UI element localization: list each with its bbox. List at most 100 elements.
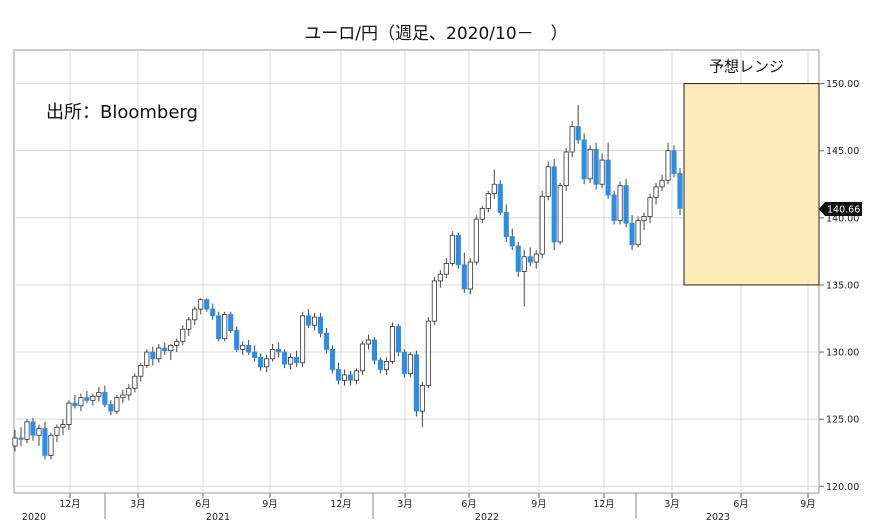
candle-body bbox=[401, 351, 407, 374]
candle-body bbox=[431, 280, 437, 322]
candle bbox=[557, 182, 563, 245]
candle-body bbox=[120, 394, 126, 399]
candle bbox=[210, 303, 216, 320]
candle-body bbox=[329, 348, 336, 370]
candle bbox=[377, 357, 384, 374]
x-year-label: 2021 bbox=[206, 512, 230, 523]
candle-body bbox=[605, 159, 611, 196]
last-price-marker: 140.66 bbox=[819, 201, 862, 216]
candle bbox=[12, 429, 18, 452]
candle bbox=[264, 354, 270, 373]
candle-body bbox=[90, 395, 96, 401]
candle bbox=[593, 142, 599, 190]
candle bbox=[653, 182, 659, 205]
x-year-label: 2020 bbox=[22, 512, 46, 523]
candle bbox=[503, 204, 509, 242]
y-tick-label: 145.00 bbox=[826, 146, 859, 157]
candle bbox=[216, 311, 222, 342]
candle bbox=[102, 385, 108, 408]
candle-body bbox=[246, 344, 252, 353]
candle-body bbox=[593, 148, 599, 185]
candle bbox=[317, 313, 324, 338]
candle bbox=[335, 362, 342, 385]
candle bbox=[389, 322, 395, 365]
candle bbox=[48, 432, 54, 460]
candle bbox=[323, 327, 330, 354]
candle bbox=[677, 168, 683, 216]
candle-body bbox=[473, 218, 479, 263]
x-tick-label: 6月 bbox=[461, 499, 477, 510]
candle bbox=[569, 121, 575, 158]
candle-body bbox=[347, 374, 354, 381]
candle bbox=[545, 161, 551, 201]
candle bbox=[647, 193, 653, 224]
y-tick-label: 130.00 bbox=[826, 348, 859, 359]
candle bbox=[306, 309, 312, 328]
candle bbox=[455, 232, 461, 269]
candle bbox=[192, 306, 198, 326]
candle-body bbox=[419, 385, 425, 412]
candle bbox=[341, 369, 348, 386]
candle bbox=[246, 339, 252, 355]
candle-body bbox=[30, 421, 36, 436]
candle-body bbox=[186, 319, 192, 330]
candle bbox=[491, 169, 497, 200]
candle-body bbox=[353, 370, 360, 381]
candle-body bbox=[228, 314, 234, 331]
candle-body bbox=[156, 347, 162, 360]
candle bbox=[288, 353, 294, 370]
candle-body bbox=[539, 195, 545, 255]
candle bbox=[467, 258, 473, 295]
candle-body bbox=[48, 434, 54, 456]
candle bbox=[72, 395, 78, 409]
candle bbox=[635, 216, 641, 248]
x-tick-label: 6月 bbox=[733, 499, 749, 510]
candle-body bbox=[240, 344, 246, 350]
candle bbox=[617, 181, 623, 225]
candle-body bbox=[258, 357, 264, 368]
candle-body bbox=[485, 193, 491, 209]
candle bbox=[24, 419, 30, 444]
candle bbox=[252, 345, 258, 362]
x-tick-label: 12月 bbox=[59, 499, 81, 510]
candle bbox=[671, 145, 677, 178]
candle bbox=[383, 357, 389, 375]
candle-body bbox=[66, 402, 72, 425]
candle bbox=[629, 215, 635, 251]
candle-body bbox=[503, 212, 509, 237]
candle-body bbox=[294, 357, 300, 364]
candle-body bbox=[54, 426, 60, 436]
candle-body bbox=[311, 316, 318, 326]
candle bbox=[144, 349, 150, 369]
candle-body bbox=[599, 159, 605, 185]
candle-body bbox=[198, 299, 204, 310]
candle-body bbox=[563, 151, 569, 186]
candle-body bbox=[18, 437, 24, 440]
candle-body bbox=[449, 234, 455, 264]
candle bbox=[180, 325, 186, 346]
candle-body bbox=[677, 173, 683, 209]
candle bbox=[138, 362, 144, 382]
candle bbox=[174, 338, 180, 353]
candle bbox=[60, 419, 66, 436]
candle bbox=[30, 417, 36, 441]
candle-body bbox=[323, 332, 330, 350]
x-tick-label: 6月 bbox=[195, 499, 211, 510]
candle bbox=[509, 228, 515, 251]
candle-body bbox=[395, 326, 401, 353]
candle-body bbox=[659, 179, 665, 188]
candle bbox=[347, 370, 354, 386]
candle-body bbox=[216, 315, 222, 340]
candle bbox=[623, 178, 629, 228]
candle-body bbox=[42, 428, 48, 456]
candle bbox=[114, 395, 120, 414]
candle-body bbox=[210, 308, 216, 317]
candle-body bbox=[425, 320, 431, 387]
candle-body bbox=[180, 328, 186, 342]
candle-body bbox=[407, 354, 413, 374]
candle bbox=[527, 247, 533, 267]
candle-body bbox=[509, 236, 515, 247]
candle bbox=[539, 190, 545, 259]
candle-body bbox=[132, 375, 138, 389]
candle bbox=[168, 343, 174, 361]
